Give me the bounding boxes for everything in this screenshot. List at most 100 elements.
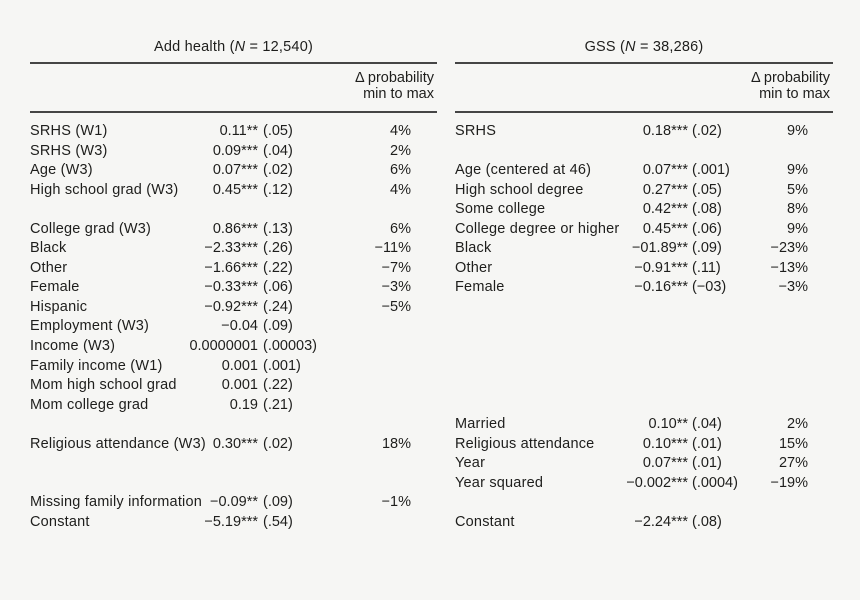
coefficient-value: 0.09***	[212, 142, 258, 159]
table-row: Other −0.91*** (.11) −13%	[455, 258, 833, 278]
table-row: Missing family information −0.09** (.09) −1…	[30, 492, 437, 512]
delta-probability-value: 18%	[381, 435, 411, 452]
delta-probability-value: −5%	[381, 298, 411, 315]
standard-error: (.13)	[263, 220, 293, 237]
row-label: Black	[455, 240, 492, 257]
table-row	[455, 336, 833, 356]
header-rule	[455, 62, 833, 64]
table-row	[455, 141, 833, 161]
standard-error: (.05)	[263, 123, 293, 139]
table-row: SRHS (W3) 0.09*** (.04) 2%	[30, 141, 437, 161]
row-label: SRHS (W1)	[30, 123, 108, 139]
row-label: Year	[455, 455, 486, 472]
standard-error: (.26)	[263, 240, 293, 257]
row-label: SRHS	[455, 123, 497, 139]
row-label: Income (W3)	[30, 338, 116, 355]
table-body-add-health: SRHS (W1) 0.11** (.05) 4% SRHS (W3) 0.09*** (.…	[30, 121, 437, 531]
title-n-italic: N	[234, 39, 246, 55]
delta-probability-value: 9%	[787, 162, 808, 179]
row-label: Age (centered at 46)	[455, 162, 592, 179]
standard-error: (.01)	[692, 455, 722, 472]
row-label: Female	[455, 279, 505, 296]
table-row: Female −0.16*** (−03) −3%	[455, 277, 833, 297]
table-row: Black −01.89** (.09) −23%	[455, 238, 833, 258]
delta-probability-value: 15%	[778, 435, 808, 452]
table-row: High school degree 0.27*** (.05) 5%	[455, 180, 833, 200]
delta-header-line2: min to max	[759, 85, 830, 102]
standard-error: (.12)	[263, 181, 293, 198]
coefficient-value: −5.19***	[204, 513, 258, 530]
row-label: Employment (W3)	[30, 318, 150, 335]
row-label: Constant	[30, 513, 90, 530]
row-label: Religious attendance	[455, 435, 595, 452]
row-label: Constant	[455, 513, 515, 530]
standard-error: (.22)	[263, 259, 293, 276]
standard-error: (.54)	[263, 513, 293, 530]
delta-header-line2: min to max	[363, 85, 434, 102]
table-row: Married 0.10** (.04) 2%	[455, 414, 833, 434]
panel-gss: GSS (N = 38,286) Δ probability min to ma…	[455, 0, 833, 600]
coefficient-value: −0.92***	[204, 298, 258, 315]
title-prefix: Add health (	[154, 39, 235, 55]
table-row: Mom high school grad 0.001 (.22)	[30, 375, 437, 395]
delta-probability-value: −11%	[374, 240, 411, 257]
row-label: Other	[455, 259, 493, 276]
table-row: College degree or higher 0.45*** (.06) 9%	[455, 219, 833, 239]
coefficient-value: −2.24***	[634, 513, 688, 530]
coefficient-value: 0.27***	[642, 181, 688, 198]
panel-title-gss: GSS (N = 38,286)	[455, 39, 833, 55]
delta-probability-value: 8%	[787, 201, 808, 218]
coefficient-value: 0.07***	[212, 162, 258, 179]
standard-error: (.11)	[692, 259, 721, 276]
standard-error: (.04)	[692, 416, 722, 433]
coefficient-value: 0.07***	[642, 162, 688, 179]
row-label: Year squared	[455, 474, 544, 491]
panel-add-health: Add health (N = 12,540) Δ probability mi…	[30, 0, 437, 600]
coefficient-value: 0.001	[221, 357, 258, 374]
standard-error: (.001)	[263, 357, 301, 374]
coefficient-value: 0.11**	[219, 123, 258, 139]
coefficient-value: 0.0000001	[189, 338, 258, 355]
row-label: College degree or higher	[455, 220, 620, 237]
table-row: SRHS (W1) 0.11** (.05) 4%	[30, 121, 437, 141]
table-row: Constant −5.19*** (.54)	[30, 512, 437, 532]
row-label: Age (W3)	[30, 162, 93, 179]
delta-probability-value: −3%	[778, 279, 808, 296]
table-row: Year squared −0.002*** (.0004) −19%	[455, 473, 833, 493]
delta-probability-value: 6%	[390, 220, 411, 237]
coefficient-value: 0.86***	[212, 220, 258, 237]
table-row	[455, 395, 833, 415]
table-row: Mom college grad 0.19 (.21)	[30, 395, 437, 415]
coefficient-value: 0.45***	[642, 220, 688, 237]
table-row: Constant −2.24*** (.08)	[455, 512, 833, 532]
table-row: College grad (W3) 0.86*** (.13) 6%	[30, 219, 437, 239]
delta-probability-value: −7%	[381, 259, 411, 276]
table-row	[30, 414, 437, 434]
row-label: Mom high school grad	[30, 377, 177, 394]
delta-probability-header: Δ probability min to max	[750, 70, 830, 102]
standard-error: (.02)	[263, 435, 293, 452]
row-label: College grad (W3)	[30, 220, 152, 237]
table-row	[30, 453, 437, 473]
row-label: Married	[455, 416, 506, 433]
delta-probability-value: 5%	[787, 181, 808, 198]
table-row	[455, 316, 833, 336]
coefficient-value: 0.19	[229, 396, 258, 413]
table-row: Religious attendance (W3) 0.30*** (.02) 18%	[30, 434, 437, 454]
delta-probability-value: −3%	[381, 279, 411, 296]
row-label: Female	[30, 279, 80, 296]
table-row: Family income (W1) 0.001 (.001)	[30, 356, 437, 376]
table-row: Female −0.33*** (.06) −3%	[30, 277, 437, 297]
standard-error: (.08)	[692, 513, 722, 530]
coefficient-value: 0.10***	[642, 435, 688, 452]
delta-probability-value: 6%	[390, 162, 411, 179]
standard-error: (.09)	[692, 240, 722, 257]
standard-error: (.01)	[692, 435, 722, 452]
row-label: SRHS (W3)	[30, 142, 108, 159]
column-header-rule	[30, 111, 437, 113]
delta-header-line1: Δ probability	[750, 70, 830, 86]
delta-probability-value: −1%	[381, 494, 411, 511]
row-label: Hispanic	[30, 298, 88, 315]
row-label: High school degree	[455, 181, 584, 198]
standard-error: (.02)	[263, 162, 293, 179]
